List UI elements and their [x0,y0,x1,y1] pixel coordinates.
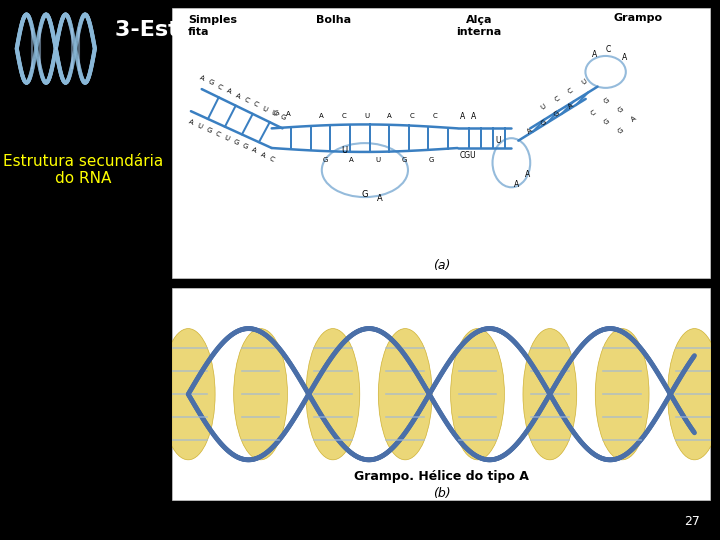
Text: G: G [279,114,286,122]
Text: A: A [251,147,257,154]
Text: C: C [243,97,250,104]
Text: A: A [377,193,382,202]
Ellipse shape [523,328,577,460]
Text: G: G [232,139,240,146]
Text: G: G [603,97,611,105]
Text: (a): (a) [433,259,450,272]
Text: A: A [286,111,290,117]
Text: (b): (b) [433,487,450,500]
Text: 27: 27 [684,515,700,528]
Ellipse shape [306,328,360,460]
Text: CGU: CGU [460,151,477,160]
Text: A: A [525,171,530,179]
Text: U: U [270,110,277,117]
Text: C: C [410,113,415,119]
Text: A: A [259,151,266,158]
Text: C: C [554,95,561,103]
Text: Alça
interna: Alça interna [456,16,502,37]
Ellipse shape [161,328,215,460]
Text: A: A [526,127,534,135]
Text: U: U [495,136,500,145]
Text: A: A [592,50,598,59]
Text: G: G [616,127,624,135]
Text: C: C [269,155,275,163]
Text: C: C [216,83,223,91]
Text: G: G [361,190,368,199]
Text: G: G [540,118,548,126]
Text: C: C [215,131,221,138]
Text: G: G [553,110,561,118]
Text: U: U [341,146,348,155]
Text: G: G [323,157,328,163]
Text: A: A [187,118,194,126]
Text: A: A [567,102,575,110]
Ellipse shape [378,328,432,460]
Text: A: A [319,113,324,119]
Text: Estrutura secundária
do RNA: Estrutura secundária do RNA [3,154,163,186]
Bar [172,288,710,500]
Text: C: C [590,110,597,117]
Text: G: G [616,106,624,113]
Text: A: A [349,157,354,163]
Text: G: G [207,79,215,86]
Ellipse shape [667,328,720,460]
Text: Simples
fita: Simples fita [188,16,237,37]
Text: G: G [274,110,281,117]
Bar [172,8,710,278]
Text: C: C [252,101,259,108]
Ellipse shape [451,328,505,460]
Text: A: A [460,112,466,120]
Text: A: A [622,52,627,62]
Text: A: A [234,92,241,99]
Text: C: C [433,113,437,119]
Text: C: C [342,113,346,119]
Text: U: U [261,105,268,113]
Text: G: G [603,118,611,126]
Text: U: U [197,122,204,130]
Text: C: C [567,87,575,94]
Text: A: A [198,75,205,82]
Text: G: G [402,157,408,163]
Text: A: A [225,87,232,95]
Text: U: U [364,113,369,119]
Ellipse shape [234,328,287,460]
Text: Bolha: Bolha [316,16,351,25]
Text: Grampo: Grampo [613,13,662,23]
Text: A: A [630,115,637,123]
Text: A: A [471,112,477,120]
Text: U: U [580,78,588,86]
Text: C: C [606,45,611,55]
Text: G: G [205,126,212,134]
Text: G: G [428,157,433,163]
Text: U: U [223,134,230,142]
Text: Grampo. Hélice do tipo A: Grampo. Hélice do tipo A [354,470,528,483]
Ellipse shape [595,328,649,460]
Text: A: A [514,180,519,190]
Text: 3-Estrutura dos Ácidos Nucléicos: 3-Estrutura dos Ácidos Nucléicos [115,20,528,40]
Text: A: A [387,113,392,119]
Text: U: U [540,103,547,111]
Text: U: U [376,157,381,163]
Text: G: G [241,143,248,151]
